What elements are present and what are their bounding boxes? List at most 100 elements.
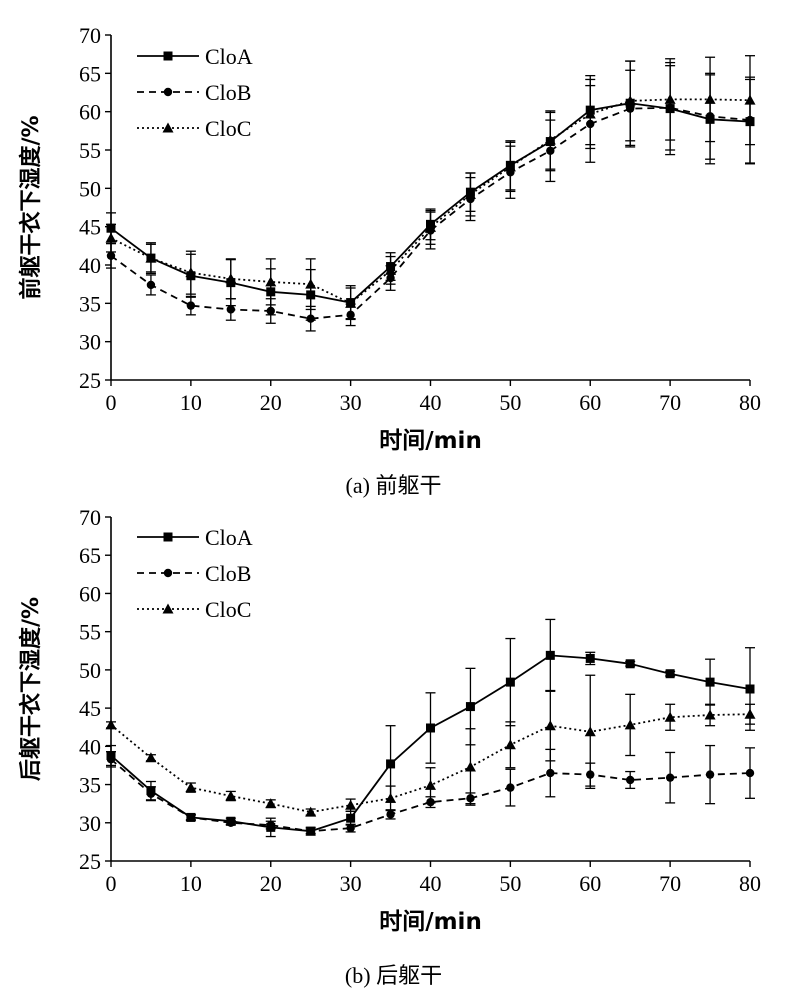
chart-b-x-tick-label: 0	[106, 871, 117, 896]
chart-a-caption-text: 前躯干	[375, 473, 442, 498]
chart-b-legend-clob-label: CloB	[205, 561, 251, 586]
chart-b-series-clob-point	[745, 768, 755, 778]
chart-b-series-cloa-point	[625, 659, 635, 669]
chart-a-x-tick-label: 20	[260, 390, 282, 415]
chart-b-series-clob-point	[386, 810, 395, 819]
chart-a-series-cloc-point	[265, 276, 277, 287]
chart-b-y-tick-label: 35	[79, 773, 101, 798]
chart-b-legend-cloa-label: CloA	[205, 525, 253, 550]
chart-b-series-clob-point	[705, 770, 715, 779]
chart-b-legend-cloc-label: CloC	[205, 597, 251, 622]
chart-a-x-tick-label: 30	[340, 390, 362, 415]
chart-b-x-tick-label: 70	[659, 871, 681, 896]
chart-a-series-cloc-point	[464, 188, 476, 199]
chart-b-series-clob-point	[665, 773, 675, 782]
chart-a-series-clob-point	[186, 301, 196, 310]
chart-a-x-tick-label: 70	[659, 390, 681, 415]
chart-panel-b: 25 30 35 40 45 50 55 60 65 70 0 10 20 30 40 50 60 70 80 时间/…	[0, 500, 787, 1000]
chart-a-series-cloc-point	[504, 161, 516, 172]
chart-a-series-cloc-point	[704, 93, 716, 104]
chart-b-y-tick-label: 45	[79, 696, 101, 721]
chart-a-y-tick-label: 60	[79, 100, 101, 125]
chart-b-svg: 25 30 35 40 45 50 55 60 65 70 0 10 20 30 40 50 60 70 80 时间/…	[18, 505, 761, 935]
chart-b-series-clob-point	[266, 820, 275, 830]
chart-a-series-cloc-point	[345, 297, 357, 308]
chart-b-series-clob-point	[506, 783, 515, 792]
chart-b-series-cloc-point	[185, 782, 197, 793]
chart-b-series-cloc-point	[744, 708, 756, 719]
chart-b-series-cloc-point	[225, 790, 237, 801]
chart-b-series-cloc-point	[265, 798, 277, 809]
chart-b-caption-text: 后躯干	[376, 963, 443, 988]
chart-a-series-clob-point	[106, 251, 116, 260]
chart-b-series-cloc-point	[145, 752, 157, 763]
chart-a-series-clob-point	[306, 314, 315, 323]
chart-a-x-tick-label: 40	[420, 390, 442, 415]
chart-b-series-cloa-point	[505, 677, 515, 687]
chart-panel-a: 25 30 35 40 45 50 55 60 65 70 0 10 20 30 40 50 60 70 80 时间/…	[0, 23, 787, 500]
chart-a-series-cloc-point	[584, 108, 596, 119]
chart-b-series-cloc-point	[704, 709, 716, 720]
chart-b-y-tick-label: 65	[79, 543, 101, 568]
chart-a-series-cloc-point	[664, 93, 676, 104]
chart-a-series-cloc-point	[185, 267, 197, 278]
chart-a-series-clob-point	[226, 305, 236, 314]
chart-b-series-cloc-point	[504, 739, 516, 750]
chart-a-y-tick-label: 45	[79, 215, 101, 240]
chart-b-x-tick-label: 80	[739, 871, 761, 896]
chart-a-series-cloc-point	[624, 95, 636, 106]
chart-b-legend-cloa-marker	[163, 532, 173, 542]
chart-b-series-clob-point	[625, 775, 635, 785]
chart-b-series-cloc-point	[664, 711, 676, 722]
chart-a-y-axis-title: 前躯干衣下湿度/%	[18, 115, 44, 299]
chart-b-y-tick-label: 40	[79, 734, 101, 759]
chart-b-series-clob-point	[346, 823, 355, 833]
chart-b-series-cloc-point	[385, 792, 397, 803]
chart-a-legend-clob-label: CloB	[205, 80, 251, 105]
chart-a-series-cloc-point	[744, 94, 756, 105]
chart-b-x-tick-label: 30	[340, 871, 362, 896]
chart-b-legend-clob-marker	[163, 568, 173, 578]
chart-b-series-cloa-point	[426, 723, 435, 733]
chart-b-x-tick-label: 20	[260, 871, 282, 896]
chart-b-series-clob-point	[106, 755, 116, 764]
chart-b-series-cloa-point	[386, 759, 396, 769]
chart-b-series-cloa-point	[465, 702, 475, 712]
chart-b-series-cloa-point	[745, 684, 755, 694]
chart-b-series-clob-point	[226, 818, 236, 827]
chart-a-series-cloc-point	[305, 278, 317, 289]
chart-a-series-clob-line	[110, 106, 751, 320]
chart-b-series-clob-point	[306, 826, 315, 836]
chart-b-caption-label: (b)	[344, 963, 371, 988]
chart-b-series-clob-point	[186, 813, 196, 822]
chart-b-series-cloc-point	[544, 720, 556, 731]
chart-b-series-cloc-point	[425, 779, 436, 790]
chart-b-series-cloc-point	[345, 799, 357, 810]
chart-a-series-clob-point	[266, 306, 275, 316]
chart-a-legend-cloa-label: CloA	[205, 44, 253, 69]
chart-a-caption: (a) 前躯干	[0, 468, 787, 500]
chart-b-caption: (b) 后躯干	[0, 958, 787, 990]
chart-b-series-cloa-point	[705, 677, 715, 687]
chart-b-y-tick-label: 60	[79, 581, 101, 606]
chart-a-series-cloc-point	[385, 264, 397, 275]
chart-a-y-tick-label: 70	[79, 23, 101, 48]
chart-b-x-tick-label: 10	[180, 871, 202, 896]
chart-b-x-axis-title: 时间/min	[379, 909, 482, 935]
chart-a-x-tick-label: 10	[180, 390, 202, 415]
chart-b-y-tick-label: 70	[79, 505, 101, 530]
chart-a-series-cloc-point	[105, 232, 117, 243]
chart-a-y-tick-label: 40	[79, 253, 101, 278]
chart-a-series-cloc-point	[425, 221, 436, 232]
chart-a-series-cloc-point	[544, 134, 556, 145]
chart-a-x-tick-label: 50	[499, 390, 521, 415]
chart-b-series-cloc-point	[105, 719, 117, 730]
chart-b-y-axis-title: 后躯干衣下湿度/%	[18, 597, 44, 781]
chart-a-y-tick-label: 55	[79, 138, 101, 163]
chart-a-y-tick-label: 30	[79, 330, 101, 355]
chart-a-legend-cloa-marker	[163, 51, 173, 61]
chart-b-y-tick-label: 30	[79, 811, 101, 836]
chart-b-x-tick-label: 60	[579, 871, 601, 896]
chart-b-series-cloc-point	[624, 719, 636, 730]
chart-b-series-clob-point	[546, 768, 555, 778]
